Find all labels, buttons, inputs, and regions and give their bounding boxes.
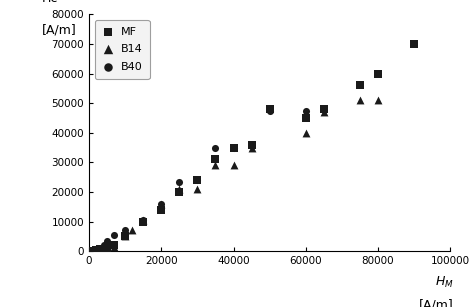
B14 [374, 98, 382, 103]
MF [100, 246, 107, 251]
MF [320, 107, 328, 111]
MF [157, 207, 165, 212]
B14 [175, 187, 183, 192]
B40 [110, 232, 118, 237]
B14 [139, 218, 147, 223]
B14 [103, 246, 111, 251]
Text: [A/m]: [A/m] [42, 24, 77, 37]
B14 [121, 234, 129, 239]
MF [139, 219, 147, 224]
MF [110, 243, 118, 248]
B14 [193, 187, 201, 192]
B40 [175, 179, 183, 184]
B14 [248, 145, 255, 150]
Text: Hc: Hc [42, 0, 58, 5]
B40 [193, 178, 201, 183]
MF [103, 245, 111, 250]
B40 [157, 201, 165, 206]
MF [89, 248, 96, 253]
MF [96, 247, 104, 252]
B14 [96, 248, 104, 253]
B14 [110, 244, 118, 249]
B40 [212, 145, 219, 150]
B14 [302, 130, 310, 135]
B40 [103, 238, 111, 243]
MF [230, 145, 237, 150]
Legend: MF, B14, B40: MF, B14, B40 [95, 20, 150, 79]
MF [266, 107, 273, 111]
MF [356, 83, 364, 88]
Text: [A/m]: [A/m] [419, 298, 454, 307]
MF [410, 41, 418, 46]
Text: $H_M$: $H_M$ [435, 275, 454, 290]
B14 [128, 228, 136, 233]
B40 [92, 247, 100, 252]
B40 [121, 228, 129, 233]
B40 [139, 218, 147, 223]
B40 [230, 145, 237, 150]
MF [193, 178, 201, 183]
B14 [230, 163, 237, 168]
B14 [212, 163, 219, 168]
B40 [96, 245, 104, 250]
B14 [356, 98, 364, 103]
B14 [320, 110, 328, 115]
B40 [302, 108, 310, 113]
MF [374, 71, 382, 76]
B40 [266, 108, 273, 113]
MF [92, 247, 100, 252]
MF [175, 189, 183, 194]
B14 [157, 201, 165, 206]
B40 [100, 243, 107, 248]
MF [248, 142, 255, 147]
MF [302, 115, 310, 120]
MF [121, 234, 129, 239]
MF [212, 157, 219, 162]
